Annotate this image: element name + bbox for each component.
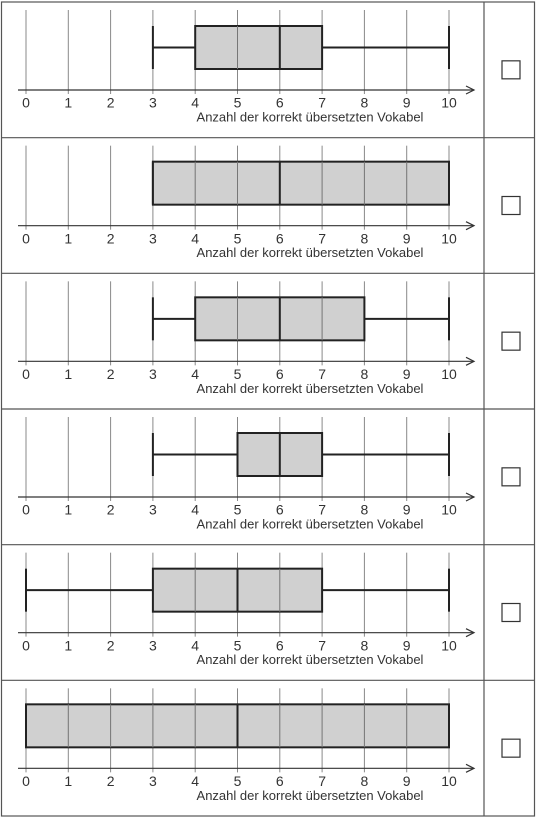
x-axis-label: Anzahl der korrekt übersetzten Vokabel: [197, 516, 424, 531]
checkbox[interactable]: [501, 602, 521, 623]
x-tick-label: 9: [403, 230, 411, 246]
x-axis-label: Anzahl der korrekt übersetzten Vokabel: [197, 381, 424, 396]
x-tick-label: 8: [361, 637, 369, 653]
x-tick-label: 10: [441, 230, 457, 246]
x-tick-label: 4: [191, 637, 199, 653]
x-tick-label: 6: [276, 502, 284, 518]
x-tick-label: 7: [318, 230, 326, 246]
x-tick-label: 2: [107, 230, 115, 246]
x-axis-label: Anzahl der korrekt übersetzten Vokabel: [197, 652, 424, 667]
x-tick-label: 7: [318, 773, 326, 789]
x-tick-label: 9: [403, 95, 411, 111]
x-axis-label: Anzahl der korrekt übersetzten Vokabel: [197, 245, 424, 260]
checkbox[interactable]: [501, 195, 521, 216]
x-tick-label: 5: [234, 95, 242, 111]
x-tick-label: 0: [22, 95, 30, 111]
x-tick-label: 0: [22, 502, 30, 518]
x-tick-label: 1: [64, 95, 72, 111]
axis-arrow: [465, 356, 476, 366]
x-tick-label: 3: [149, 95, 157, 111]
x-tick-label: 5: [234, 366, 242, 382]
x-tick-label: 10: [441, 637, 457, 653]
x-tick-label: 8: [361, 502, 369, 518]
x-tick-label: 4: [191, 502, 199, 518]
x-tick-label: 6: [276, 95, 284, 111]
x-tick-label: 3: [149, 773, 157, 789]
x-tick-label: 1: [64, 502, 72, 518]
x-tick-label: 1: [64, 366, 72, 382]
x-tick-label: 5: [234, 230, 242, 246]
x-tick-label: 2: [107, 773, 115, 789]
x-tick-label: 10: [441, 95, 457, 111]
x-tick-label: 5: [234, 637, 242, 653]
x-tick-label: 0: [22, 773, 30, 789]
x-tick-label: 8: [361, 95, 369, 111]
checkbox[interactable]: [501, 467, 521, 487]
x-tick-label: 9: [403, 637, 411, 653]
x-tick-label: 3: [149, 230, 157, 246]
checkbox[interactable]: [501, 738, 521, 758]
x-tick-label: 8: [361, 773, 369, 789]
x-tick-label: 8: [361, 230, 369, 246]
x-tick-label: 7: [318, 502, 326, 518]
x-tick-label: 7: [318, 95, 326, 111]
axis-arrow: [465, 221, 476, 231]
x-tick-label: 9: [403, 773, 411, 789]
x-tick-label: 5: [234, 773, 242, 789]
x-tick-label: 4: [191, 773, 199, 789]
x-tick-label: 2: [107, 637, 115, 653]
x-tick-label: 2: [107, 366, 115, 382]
x-tick-label: 6: [276, 366, 284, 382]
x-tick-label: 9: [403, 502, 411, 518]
x-tick-label: 5: [234, 502, 242, 518]
x-tick-label: 4: [191, 95, 199, 111]
box: [151, 160, 450, 206]
x-tick-label: 0: [22, 230, 30, 246]
x-tick-label: 1: [64, 230, 72, 246]
box: [194, 25, 324, 70]
x-tick-label: 3: [149, 637, 157, 653]
x-tick-label: 6: [276, 773, 284, 789]
x-tick-label: 8: [361, 366, 369, 382]
axis-arrow: [465, 628, 476, 638]
x-axis-label: Anzahl der korrekt übersetzten Vokabel: [197, 109, 424, 124]
x-tick-label: 2: [107, 95, 115, 111]
x-tick-label: 10: [441, 502, 457, 518]
x-tick-label: 4: [191, 366, 199, 382]
axis-arrow: [465, 763, 476, 773]
x-tick-label: 0: [22, 366, 30, 382]
x-tick-label: 10: [441, 773, 457, 789]
x-tick-label: 10: [441, 366, 457, 382]
x-tick-label: 3: [149, 502, 157, 518]
checkbox[interactable]: [501, 331, 521, 351]
axis-arrow: [465, 85, 476, 95]
x-tick-label: 2: [107, 502, 115, 518]
x-tick-label: 7: [318, 637, 326, 653]
x-tick-label: 7: [318, 366, 326, 382]
x-tick-label: 6: [276, 230, 284, 246]
x-tick-label: 1: [64, 773, 72, 789]
x-tick-label: 1: [64, 637, 72, 653]
x-tick-label: 6: [276, 637, 284, 653]
axis-arrow: [465, 492, 476, 502]
x-tick-label: 0: [22, 637, 30, 653]
x-axis-label: Anzahl der korrekt übersetzten Vokabel: [197, 788, 424, 803]
x-tick-label: 4: [191, 230, 199, 246]
x-tick-label: 3: [149, 366, 157, 382]
checkbox[interactable]: [501, 60, 521, 80]
x-tick-label: 9: [403, 366, 411, 382]
